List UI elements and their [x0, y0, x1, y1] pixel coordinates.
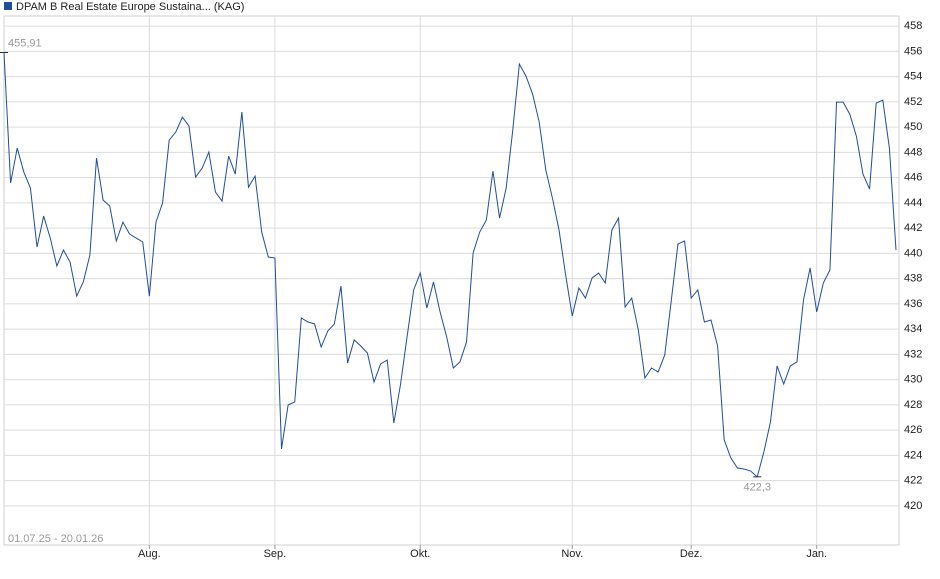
- y-tick-label: 434: [904, 323, 922, 335]
- price-line: [3, 52, 897, 478]
- x-tick-label: Dez.: [680, 548, 703, 560]
- x-tick-label: Nov.: [561, 548, 583, 560]
- plot-frame: [3, 15, 900, 546]
- y-tick-label: 428: [904, 399, 922, 411]
- x-tick-label: Okt.: [410, 548, 430, 560]
- min-label: 422,3: [743, 482, 771, 494]
- y-tick-label: 426: [904, 424, 922, 436]
- y-tick-label: 458: [904, 20, 922, 32]
- date-range: 01.07.25 - 20.01.26: [8, 533, 103, 545]
- legend-label: DPAM B Real Estate Europe Sustaina... (K…: [16, 1, 244, 13]
- y-tick-label: 446: [904, 172, 922, 184]
- y-tick-label: 454: [904, 71, 922, 83]
- x-tick-label: Sep.: [264, 548, 287, 560]
- y-tick-label: 440: [904, 247, 922, 259]
- y-tick-label: 422: [904, 475, 922, 487]
- y-tick-label: 420: [904, 500, 922, 512]
- y-tick-label: 448: [904, 146, 922, 158]
- y-tick-label: 438: [904, 273, 922, 285]
- max-label: 455,91: [8, 37, 42, 49]
- legend-swatch: [4, 2, 12, 10]
- y-tick-label: 442: [904, 222, 922, 234]
- y-tick-label: 456: [904, 45, 922, 57]
- y-tick-label: 452: [904, 96, 922, 108]
- x-tick-label: Aug.: [138, 548, 161, 560]
- y-tick-label: 424: [904, 449, 922, 461]
- y-tick-label: 432: [904, 348, 922, 360]
- y-tick-label: 430: [904, 374, 922, 386]
- y-tick-label: 450: [904, 121, 922, 133]
- x-tick-label: Jan.: [806, 548, 827, 560]
- y-tick-label: 444: [904, 197, 922, 209]
- y-tick-label: 436: [904, 298, 922, 310]
